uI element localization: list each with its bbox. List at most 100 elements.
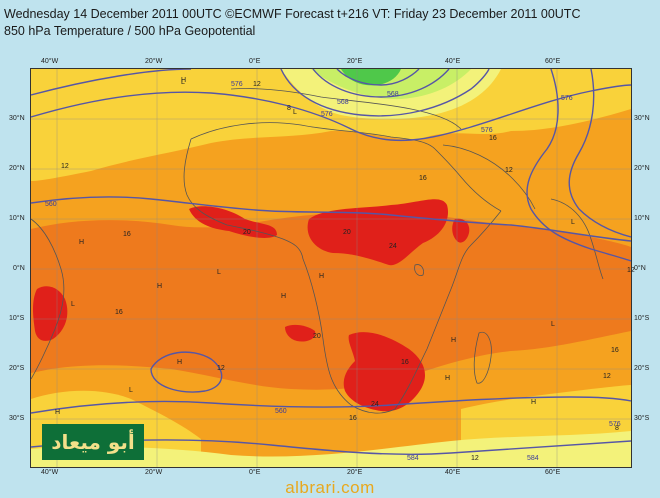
- coast-madagascar: [473, 331, 492, 384]
- contour-label: 584: [407, 455, 419, 462]
- contour-high-inner: [312, 69, 450, 98]
- temp-label: 12: [61, 163, 69, 170]
- coastlines: [31, 88, 604, 414]
- map-header: Wednesday 14 December 2011 00UTC ©ECMWF …: [4, 6, 654, 40]
- temp-label: 24: [389, 243, 397, 250]
- temp-label: 16: [115, 309, 123, 316]
- pressure-high-marker: H: [531, 399, 537, 406]
- coast-southeast-africa: [394, 210, 502, 410]
- channel-logo: أبو ميعاد: [42, 424, 144, 460]
- contour-label: 560: [45, 201, 57, 208]
- coast-west-africa: [183, 138, 304, 260]
- pressure-high-marker: H: [281, 293, 287, 300]
- lat-label: 10°S: [9, 315, 25, 322]
- coast-lake-victoria: [414, 264, 424, 276]
- temp-label: 12: [253, 81, 261, 88]
- lon-label: 60°E: [545, 469, 561, 476]
- temp-label: 20: [243, 229, 251, 236]
- contour-label: 576: [321, 111, 333, 118]
- band-mild-north: [31, 69, 631, 181]
- lat-label: 20°N: [9, 165, 25, 172]
- forecast-map[interactable]: 40°W 20°W 0°E 20°E 40°E 60°E 40°W 20°W 0…: [9, 58, 650, 476]
- forecast-title: Wednesday 14 December 2011 00UTC ©ECMWF …: [4, 7, 581, 21]
- pressure-low-marker: L: [129, 387, 133, 394]
- band-very-hot-westafrica: [189, 206, 277, 238]
- forecast-subtitle: 850 hPa Temperature / 500 hPa Geopotenti…: [4, 24, 256, 38]
- lat-label: 10°N: [9, 215, 25, 222]
- pressure-high-marker: H: [319, 273, 325, 280]
- lon-label: 20°E: [347, 469, 363, 476]
- lon-label: 40°E: [445, 58, 461, 65]
- temp-label: 12: [505, 167, 513, 174]
- temp-label: 16: [123, 231, 131, 238]
- lon-label: 40°W: [41, 58, 59, 65]
- pressure-low-marker: L: [71, 301, 75, 308]
- geopotential-contours: [31, 69, 631, 455]
- lat-label: 30°S: [9, 415, 25, 422]
- coast-southwest-africa: [302, 258, 396, 414]
- coast-south-america: [31, 218, 65, 380]
- temp-label: 24: [371, 401, 379, 408]
- lat-label: 30°N: [9, 115, 25, 122]
- band-very-hot-south: [343, 332, 425, 412]
- contour-high-ring: [280, 69, 490, 117]
- coast-arabia: [442, 144, 536, 210]
- lat-label: 20°S: [9, 365, 25, 372]
- band-very-hot-sudan: [452, 218, 470, 243]
- contour-label: 560: [275, 408, 287, 415]
- contour-low-sw: [150, 351, 223, 393]
- temp-label: 16: [349, 415, 357, 422]
- pressure-high-marker: H: [451, 337, 457, 344]
- contour-576: [31, 84, 631, 142]
- contour-label: 576: [231, 81, 243, 88]
- lat-label: 30°N: [634, 115, 650, 122]
- contour-east: [526, 69, 631, 262]
- pressure-low-marker: L: [293, 109, 297, 116]
- band-very-hot-namibia: [285, 324, 316, 342]
- temp-label: 20: [343, 229, 351, 236]
- band-very-hot-sahel: [307, 199, 448, 266]
- lon-label: 0°E: [249, 469, 261, 476]
- temp-label: 16: [611, 347, 619, 354]
- lon-label: 40°E: [445, 469, 461, 476]
- lon-label: 40°W: [41, 469, 59, 476]
- lat-label: 0°N: [13, 265, 25, 272]
- temp-label: 12: [471, 455, 479, 462]
- lat-label: 10°N: [634, 215, 650, 222]
- pressure-high-marker: H: [177, 359, 183, 366]
- pressure-low-marker: L: [181, 79, 185, 86]
- pressure-high-marker: H: [445, 375, 451, 382]
- contour-label: 576: [561, 95, 573, 102]
- pressure-high-marker: H: [181, 77, 187, 84]
- site-watermark: albrari.com: [285, 478, 375, 497]
- lat-label: 10°S: [634, 315, 650, 322]
- coast-europe: [230, 88, 462, 130]
- band-hot-tropics: [31, 211, 631, 390]
- contour-560: [31, 196, 631, 242]
- lat-label: 20°N: [634, 165, 650, 172]
- temp-label: 20: [313, 333, 321, 340]
- lon-label: 0°E: [249, 58, 261, 65]
- contour-label: 568: [337, 99, 349, 106]
- temp-label: 12: [603, 373, 611, 380]
- pressure-high-marker: H: [55, 409, 61, 416]
- temp-label: 16: [419, 175, 427, 182]
- pressure-low-marker: L: [551, 321, 555, 328]
- temp-label: 12: [627, 267, 635, 274]
- pressure-high-marker: H: [79, 239, 85, 246]
- temp-label: 16: [489, 135, 497, 142]
- temp-label: 12: [217, 365, 225, 372]
- pressure-high-marker: H: [157, 283, 163, 290]
- pressure-low-marker: L: [571, 219, 575, 226]
- band-very-hot-brazil: [33, 286, 68, 341]
- contour-568: [31, 69, 192, 96]
- contour-label: 568: [387, 91, 399, 98]
- contour-584-south: [31, 396, 631, 414]
- lon-label: 20°W: [145, 58, 163, 65]
- contour-label: 584: [527, 455, 539, 462]
- contour-high-core: [336, 69, 420, 86]
- contour-label: 576: [481, 127, 493, 134]
- temp-label: 8: [287, 105, 291, 112]
- temp-label: 8: [615, 425, 619, 432]
- contour-label: 576: [609, 421, 621, 428]
